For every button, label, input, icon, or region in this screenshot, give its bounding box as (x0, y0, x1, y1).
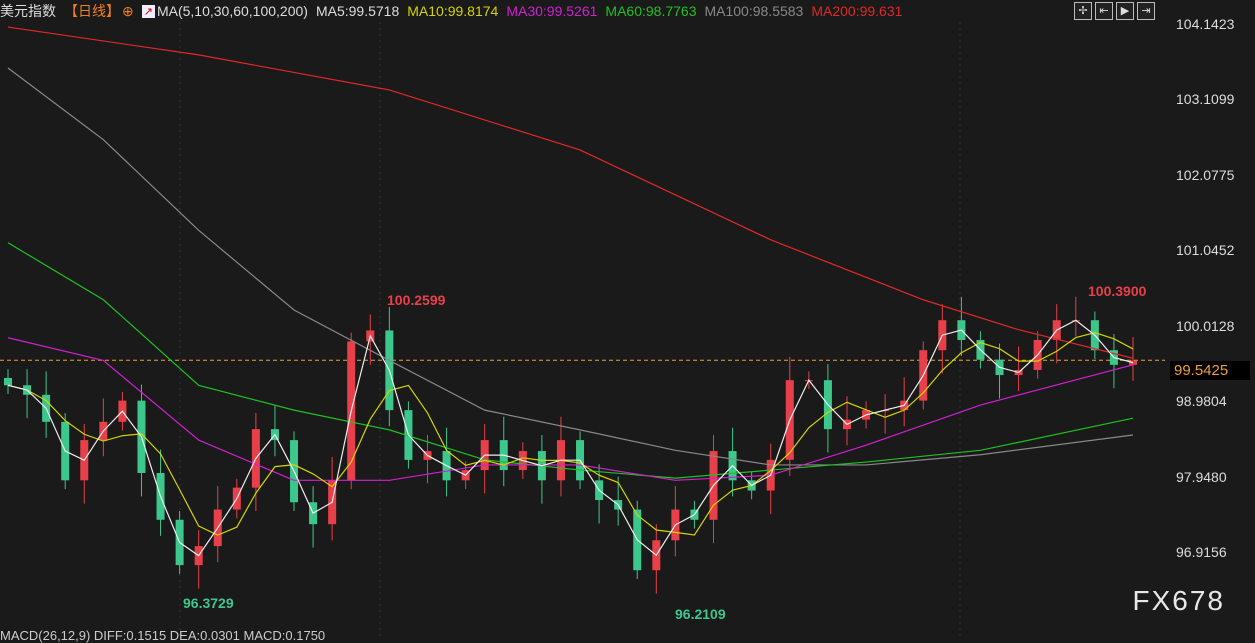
price-chart[interactable] (0, 0, 1165, 637)
ma5-line (7, 319, 1134, 557)
high-annotation: 100.3900 (1088, 283, 1147, 299)
ma10-line (7, 332, 1134, 536)
step-forward-icon[interactable]: ⇥ (1137, 2, 1155, 20)
axis-tick: 101.0452 (1176, 242, 1235, 259)
ma-value: MA5:99.5718 (315, 3, 400, 19)
axis-tick: 102.0775 (1176, 166, 1235, 183)
add-icon[interactable]: ⊕ (122, 2, 134, 19)
toolbar: ✢ ⇤ ▶ ⇥ (1074, 2, 1155, 20)
low-annotation: 96.2109 (675, 606, 726, 622)
macd-legend: MACD(26,12,9) DIFF:0.1515 DEA:0.0301 MAC… (0, 628, 326, 643)
axis-tick: 103.1099 (1176, 91, 1235, 108)
indicator-icon[interactable]: ↗ (141, 4, 155, 18)
period-selector[interactable]: 【日线】 (64, 3, 120, 19)
ma-value: MA10:99.8174 (407, 3, 499, 19)
high-annotation: 100.2599 (387, 292, 446, 308)
ma-value: MA100:98.5583 (704, 3, 804, 19)
axis-tick: 97.9480 (1176, 468, 1227, 485)
candle (4, 377, 12, 386)
ma100-line (7, 67, 1134, 466)
step-back-icon[interactable]: ⇤ (1095, 2, 1113, 20)
crosshair-icon[interactable]: ✢ (1074, 2, 1092, 20)
axis-tick: 104.1423 (1176, 16, 1235, 32)
current-price-label: 99.5425 (1170, 361, 1250, 380)
low-annotation: 96.3729 (183, 595, 234, 611)
axis-tick: 96.9156 (1176, 544, 1227, 561)
watermark: FX678 (1132, 585, 1225, 616)
ma-value: MA60:98.7763 (605, 3, 697, 19)
ma-value: MA200:99.631 (811, 3, 903, 19)
axis-tick: 100.0128 (1176, 317, 1235, 334)
ma-value: MA30:99.5261 (506, 3, 598, 19)
ma30-line (7, 337, 1134, 481)
play-icon[interactable]: ▶ (1116, 2, 1134, 20)
instrument-title: 美元指数 (0, 3, 56, 19)
chart-header: 美元指数 【日线】 ⊕ ↗ MA(5,10,30,60,100,200) MA5… (0, 0, 918, 22)
axis-tick: 98.9804 (1176, 393, 1227, 410)
ma200-line (7, 26, 1134, 359)
ma-label: MA(5,10,30,60,100,200) (156, 3, 308, 19)
